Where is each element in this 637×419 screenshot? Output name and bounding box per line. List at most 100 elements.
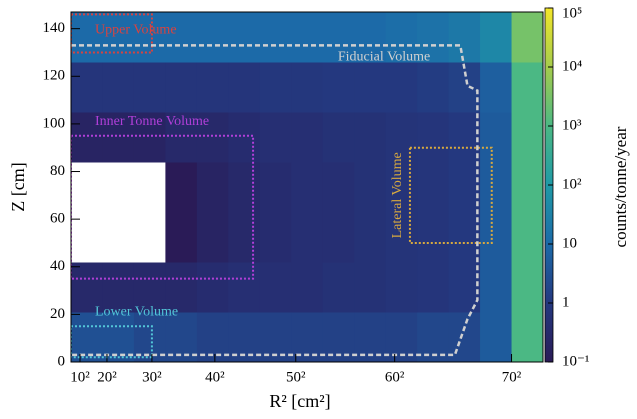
heatmap-cell <box>259 262 292 313</box>
heatmap-cell <box>417 12 450 63</box>
heatmap-cell <box>385 262 418 313</box>
heatmap-cell <box>354 62 387 113</box>
heatmap-cell <box>291 162 324 213</box>
heatmap-cell <box>511 162 543 213</box>
heatmap-cell <box>511 212 543 263</box>
heatmap-cell <box>71 12 103 63</box>
heatmap-cell <box>102 12 135 63</box>
colorbar-tick-label: 10⁴ <box>562 58 582 74</box>
x-tick-label: 20² <box>97 369 117 385</box>
heatmap-cell <box>354 262 387 313</box>
heatmap-cell <box>133 262 166 313</box>
heatmap-cell <box>322 162 355 213</box>
heatmap-cell <box>196 212 229 263</box>
heatmap-cell <box>133 62 166 113</box>
x-tick-label: 30² <box>142 369 162 385</box>
heatmap-cell <box>259 212 292 263</box>
heatmap-cell <box>102 162 135 213</box>
heatmap-cell <box>385 12 418 63</box>
heatmap-cell <box>228 212 261 263</box>
heatmap-cell <box>511 262 543 313</box>
heatmap-cell <box>448 112 481 163</box>
heatmap-cell <box>417 62 450 113</box>
heatmap-cell <box>322 262 355 313</box>
heatmap-cell <box>196 162 229 213</box>
heatmap-cell <box>102 212 135 263</box>
heatmap-cell <box>196 262 229 313</box>
heatmap-cell <box>385 162 418 213</box>
heatmap-cell <box>480 312 513 362</box>
heatmap-cell <box>417 162 450 213</box>
y-tick-label: 120 <box>43 68 66 84</box>
region-box <box>408 146 493 244</box>
colorbar-tick-label: 10³ <box>562 117 582 133</box>
heatmap-cell <box>417 212 450 263</box>
heatmap-cell <box>71 262 103 313</box>
fiducial-label: Fiducial Volume <box>338 50 430 65</box>
heatmap-cell <box>291 112 324 163</box>
heatmap-cell <box>417 112 450 163</box>
heatmap-cell <box>385 62 418 113</box>
y-tick-label: 20 <box>50 306 65 322</box>
heatmap-cell <box>133 12 166 63</box>
heatmap-cell <box>228 262 261 313</box>
region-box <box>71 13 153 54</box>
y-tick-label: 100 <box>43 115 66 131</box>
heatmap-cell <box>165 62 198 113</box>
x-axis-label: R² [cm²] <box>269 391 330 411</box>
heatmap-cell <box>196 12 229 63</box>
heatmap-cell <box>165 112 198 163</box>
heatmap-cell <box>417 262 450 313</box>
heatmap-cell <box>133 212 166 263</box>
heatmap-cell <box>228 62 261 113</box>
heatmap-cell <box>448 62 481 113</box>
fiducial-boundary <box>71 44 479 357</box>
heatmap-cell <box>480 212 513 263</box>
colorbar-label: counts/tonne/year <box>611 126 630 247</box>
y-tick-label: 140 <box>43 20 66 36</box>
heatmap-cell <box>259 162 292 213</box>
y-axis-label: Z [cm] <box>8 162 28 211</box>
region-label: Lateral Volume <box>390 152 405 238</box>
x-tick-label: 50² <box>286 369 306 385</box>
heatmap-cell <box>480 62 513 113</box>
heatmap-cell <box>354 12 387 63</box>
heatmap-cell <box>228 112 261 163</box>
colorbar-tick-label: 10 <box>562 235 577 251</box>
heatmap-cell <box>448 162 481 213</box>
heatmap-cell <box>448 312 481 362</box>
heatmap-cell <box>511 312 543 362</box>
region-label: Upper Volume <box>95 23 177 38</box>
heatmap-cell <box>133 112 166 163</box>
heatmap-cell <box>259 112 292 163</box>
colorbar-tick-label: 10⁻¹ <box>562 353 589 369</box>
heatmap-cell <box>511 62 543 113</box>
heatmap-cell <box>322 212 355 263</box>
heatmap-cell <box>102 62 135 113</box>
heatmap-cell <box>322 12 355 63</box>
heatmap-cell <box>259 12 292 63</box>
heatmap-cell <box>448 262 481 313</box>
x-tick-label: 60² <box>385 369 405 385</box>
heatmap-cell <box>385 212 418 263</box>
heatmap-cell <box>291 212 324 263</box>
region-label: Inner Tonne Volume <box>95 114 209 129</box>
heatmap-cell <box>165 162 198 213</box>
heatmap-cell <box>511 112 543 163</box>
y-tick-label: 60 <box>50 211 65 227</box>
heatmap-cell <box>354 162 387 213</box>
y-tick-label: 80 <box>50 163 65 179</box>
region-label: Lower Volume <box>95 305 178 320</box>
heatmap-cell <box>291 262 324 313</box>
heatmap-cell <box>102 112 135 163</box>
heatmap-cell <box>165 212 198 263</box>
colorbar-tick-label: 10² <box>562 176 582 192</box>
x-tick-label: 70² <box>502 369 522 385</box>
x-tick-label: 40² <box>205 369 225 385</box>
heatmap-cell <box>448 212 481 263</box>
plot-frame <box>70 11 544 363</box>
y-tick-label: 0 <box>58 353 66 369</box>
heatmap-cell <box>291 62 324 113</box>
heatmap-cell <box>385 112 418 163</box>
heatmap-cell <box>196 62 229 113</box>
